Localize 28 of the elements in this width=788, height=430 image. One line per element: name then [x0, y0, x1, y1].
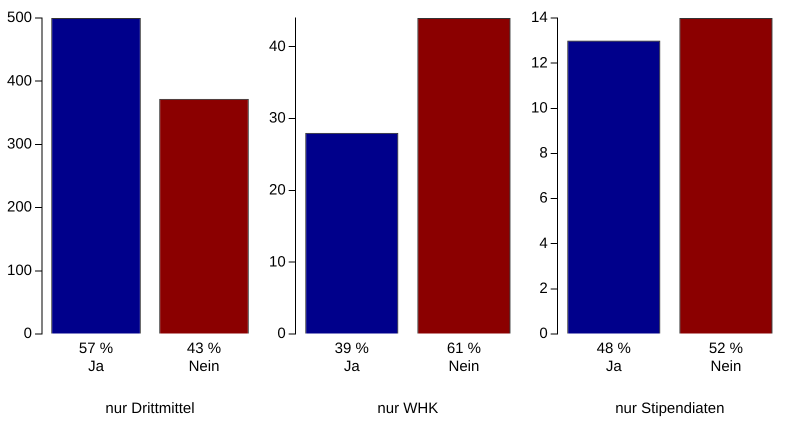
- y-tick-label: 400: [6, 72, 32, 90]
- x-tick-label: 48 % Ja: [596, 340, 631, 376]
- y-tick-label: 0: [277, 325, 286, 342]
- y-tick-label: 20: [268, 182, 286, 199]
- y-tick-label: 100: [6, 262, 32, 279]
- y-tick-label: 4: [539, 234, 548, 252]
- y-tick-label: 40: [268, 38, 286, 55]
- y-tick-label: 300: [6, 136, 32, 153]
- y-tick-label: 2: [539, 280, 548, 297]
- x-tick-label: 43 % Nein: [186, 340, 222, 376]
- y-tick-label: 14: [530, 9, 548, 26]
- y-tick-label: 0: [24, 325, 32, 342]
- y-tick-label: 12: [530, 54, 548, 72]
- x-axis-title: nur Stipendiaten: [615, 400, 724, 418]
- y-tick-label: 6: [539, 190, 548, 207]
- x-tick-label: 39 % Ja: [334, 340, 369, 376]
- y-tick-label: 0: [539, 325, 548, 342]
- x-tick-label: 57 % Ja: [78, 340, 114, 376]
- x-tick-label: 61 % Nein: [446, 340, 482, 376]
- y-tick-label: 500: [6, 9, 32, 26]
- x-tick-label: 52 % Nein: [708, 340, 744, 376]
- y-tick-label: 30: [268, 110, 286, 127]
- x-axis-title: nur Drittmittel: [105, 400, 195, 418]
- y-tick-label: 200: [6, 198, 32, 216]
- y-tick-label: 10: [530, 99, 548, 116]
- y-tick-label: 10: [268, 253, 286, 270]
- y-tick-label: 8: [539, 144, 548, 162]
- x-axis-title: nur WHK: [377, 400, 438, 418]
